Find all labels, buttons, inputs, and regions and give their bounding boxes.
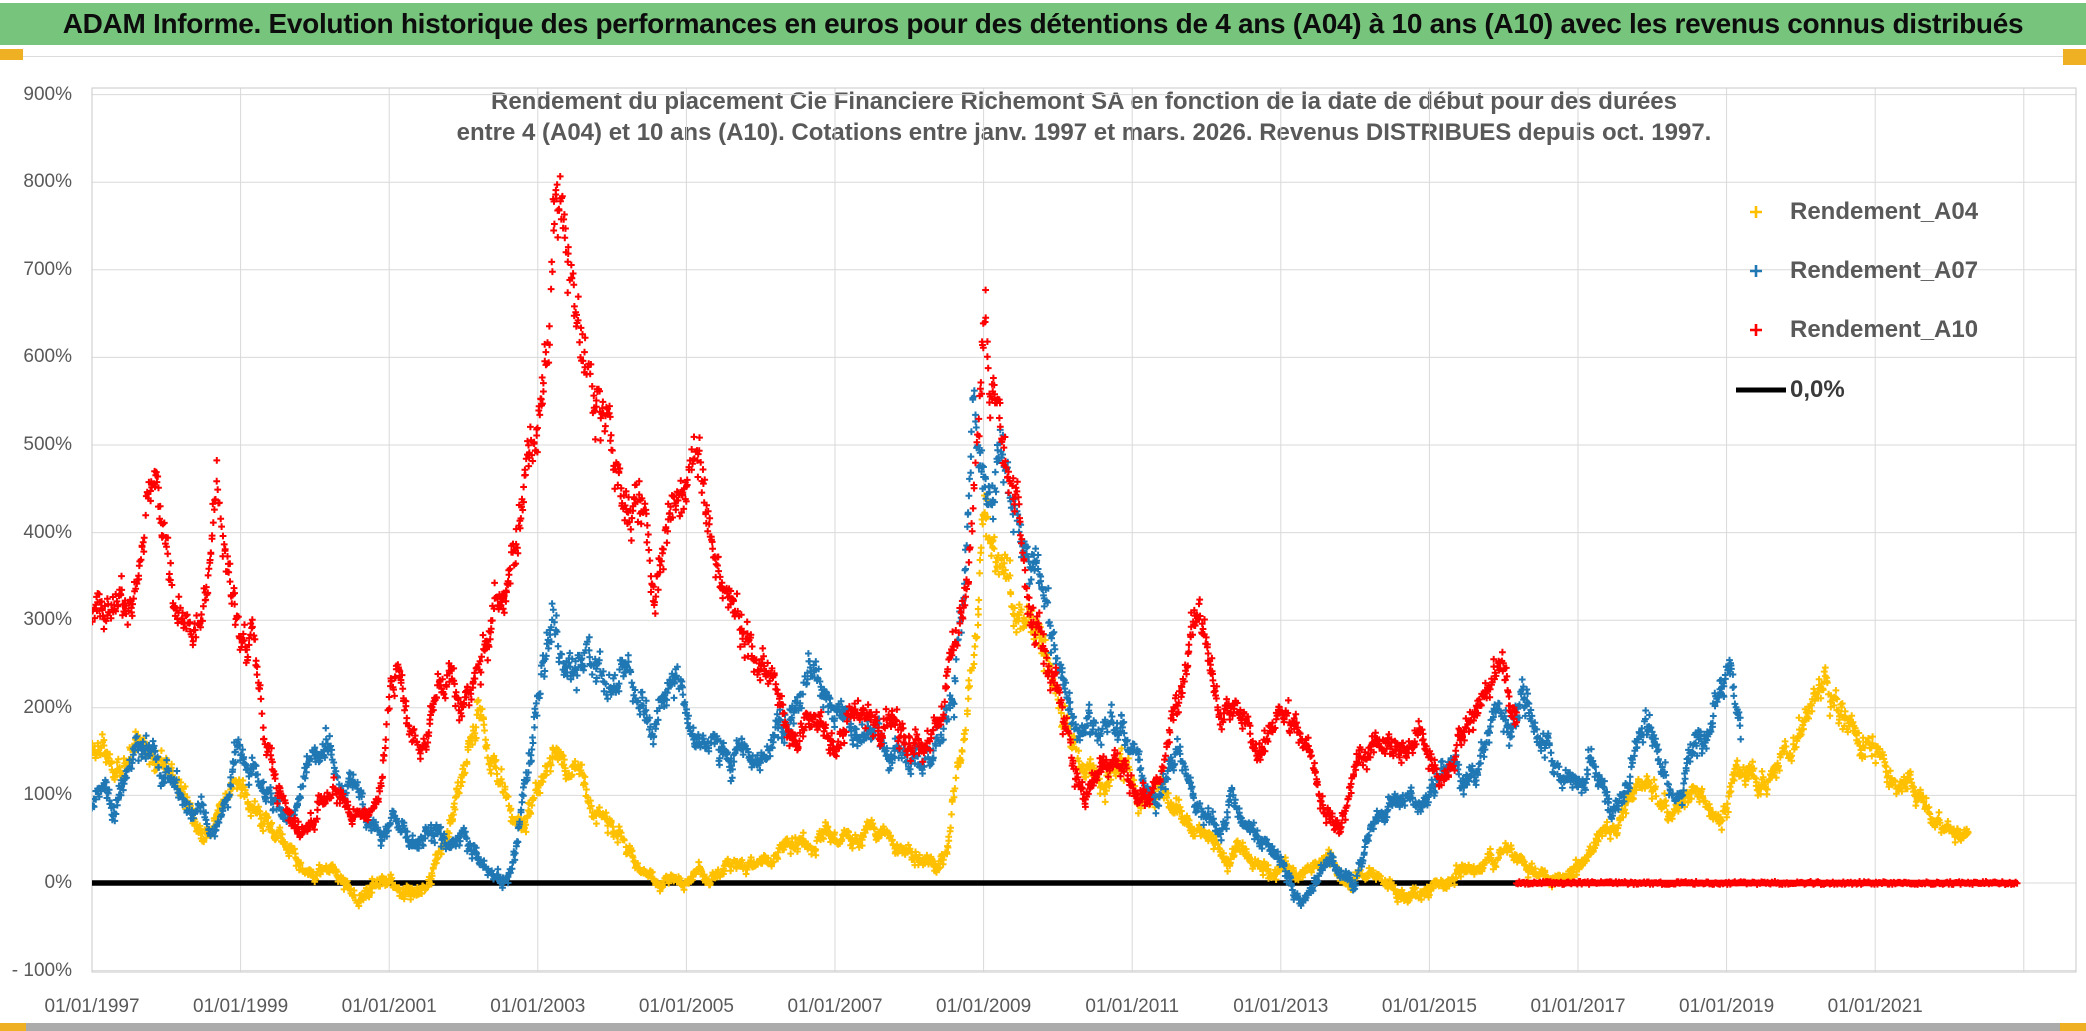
header-divider [0, 56, 2086, 57]
series-rendement_a07[interactable] [88, 387, 1745, 909]
right-accent-tab [2063, 49, 2086, 65]
x-axis-tick-label: 01/01/2021 [1827, 996, 1923, 1017]
chart-title: Rendement du placement Cie Financiere Ri… [92, 86, 2076, 148]
x-axis-tick-label: 01/01/2001 [341, 996, 437, 1017]
legend-item-a07[interactable]: Rendement_A07 [1748, 257, 1978, 285]
y-axis-tick-label: 600% [23, 346, 72, 368]
x-axis-tick-label: 01/01/2019 [1679, 996, 1775, 1017]
chart-title-line2: entre 4 (A04) et 10 ans (A10). Cotations… [456, 119, 1712, 146]
left-accent-tab [0, 49, 23, 60]
legend-item-a10[interactable]: Rendement_A10 [1748, 316, 1978, 344]
y-axis-tick-label: 500% [23, 434, 72, 455]
legend-label: Rendement_A04 [1790, 198, 1979, 225]
x-axis-tick-label: 01/01/2009 [936, 996, 1032, 1017]
y-axis-tick-label: 100% [23, 784, 72, 806]
footer-left-accent [0, 1023, 26, 1031]
plus-marker-icon [1750, 265, 1762, 277]
x-axis-tick-label: 01/01/2013 [1233, 996, 1329, 1017]
x-axis-tick-label: 01/01/2017 [1530, 996, 1626, 1017]
x-axis-tick-label: 01/01/2003 [490, 996, 586, 1017]
x-axis-tick-label: 01/01/1997 [44, 996, 140, 1017]
x-axis-tick-label: 01/01/2015 [1381, 996, 1477, 1017]
x-axis-tick-label: 01/01/2011 [1085, 996, 1180, 1017]
y-axis-tick-label: - 100% [11, 959, 72, 981]
y-axis-tick-label: 800% [23, 171, 72, 193]
footer-right-accent [2060, 1023, 2086, 1031]
x-axis-tick-label: 01/01/1999 [193, 996, 289, 1017]
chart-title-line1: Rendement du placement Cie Financiere Ri… [491, 88, 1677, 115]
y-axis-tick-label: 300% [23, 609, 72, 631]
legend-label: Rendement_A07 [1790, 257, 1979, 284]
plus-marker-icon [1750, 324, 1762, 336]
legend-item-zero[interactable]: 0,0% [1734, 376, 1845, 404]
x-axis-tick-label: 01/01/2005 [638, 996, 734, 1017]
y-axis-tick-label: 400% [23, 521, 72, 543]
legend-item-a04[interactable]: Rendement_A04 [1748, 198, 1978, 226]
y-axis-tick-label: 0% [44, 872, 72, 893]
y-axis-tick-label: 700% [23, 258, 72, 280]
header-title-bar: ADAM Informe. Evolution historique des p… [0, 3, 2086, 45]
plus-marker-icon [1750, 206, 1762, 218]
y-axis-tick-label: 200% [23, 696, 72, 718]
legend-label: 0,0% [1790, 376, 1845, 403]
footer-bar [0, 1023, 2086, 1031]
series-rendement_a10[interactable] [89, 173, 2021, 888]
legend-label: Rendement_A10 [1790, 316, 1979, 343]
line-marker-icon [1736, 387, 1786, 393]
y-axis-tick-label: 900% [23, 83, 72, 105]
page-title: ADAM Informe. Evolution historique des p… [62, 8, 2024, 39]
x-axis-tick-label: 01/01/2007 [787, 996, 883, 1017]
